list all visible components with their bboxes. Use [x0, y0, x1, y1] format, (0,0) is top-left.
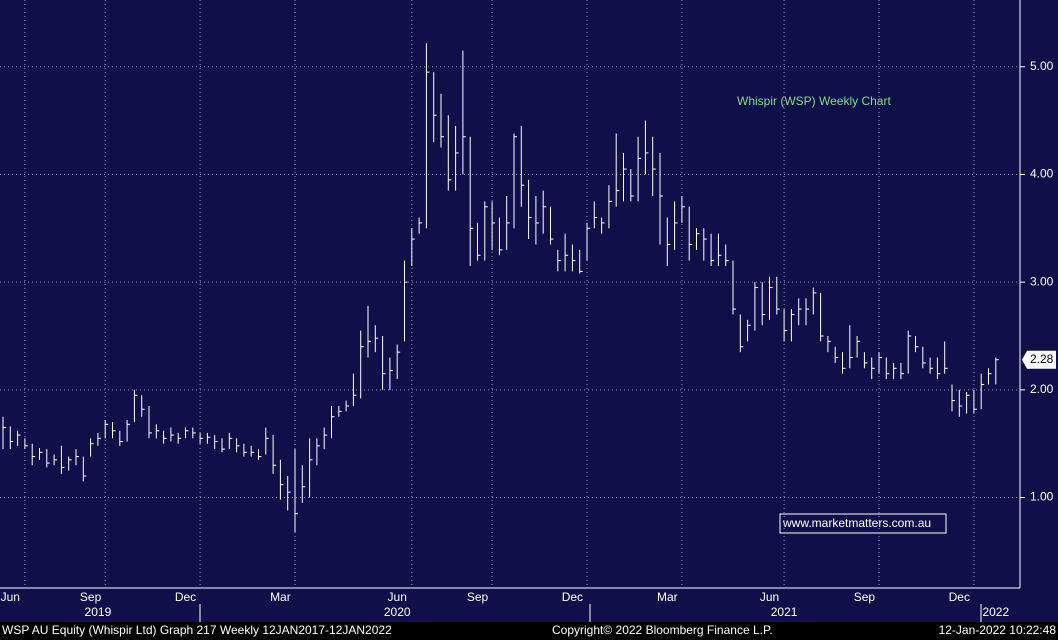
x-tick-label: Jun: [1, 590, 20, 604]
footer-right: 12-Jan-2022 10:22:48: [939, 623, 1057, 637]
chart-title: Whispir (WSP) Weekly Chart: [737, 94, 891, 108]
x-tick-label: Sep: [80, 590, 102, 604]
year-label: 2020: [384, 605, 411, 619]
x-tick-label: Sep: [854, 590, 876, 604]
y-tick-label: 1.00: [1030, 490, 1054, 504]
year-label: 2019: [85, 605, 112, 619]
x-tick-label: Mar: [657, 590, 678, 604]
year-label: 2021: [771, 605, 798, 619]
footer-left: WSP AU Equity (Whispir Ltd) Graph 217 We…: [2, 623, 392, 637]
y-tick-label: 4.00: [1030, 167, 1054, 181]
watermark-box: [779, 513, 947, 534]
last-price-box: [1022, 350, 1056, 369]
year-label: 2022: [982, 605, 1009, 619]
watermark: www.marketmatters.com.au: [782, 516, 931, 530]
x-tick-label: Mar: [270, 590, 291, 604]
y-tick-label: 3.00: [1030, 274, 1054, 288]
plot-background: [0, 0, 1058, 622]
x-tick-label: Jun: [388, 590, 407, 604]
x-tick-label: Dec: [175, 590, 196, 604]
x-tick-label: Jun: [760, 590, 779, 604]
y-tick-label: 2.00: [1030, 382, 1054, 396]
x-tick-label: Dec: [949, 590, 970, 604]
footer-center: Copyright© 2022 Bloomberg Finance L.P.: [552, 623, 773, 637]
y-tick-label: 5.00: [1030, 59, 1054, 73]
x-tick-label: Dec: [562, 590, 583, 604]
last-price-label: 2.28: [1030, 352, 1054, 366]
footer-background: [0, 622, 1058, 640]
x-tick-label: Sep: [467, 590, 489, 604]
